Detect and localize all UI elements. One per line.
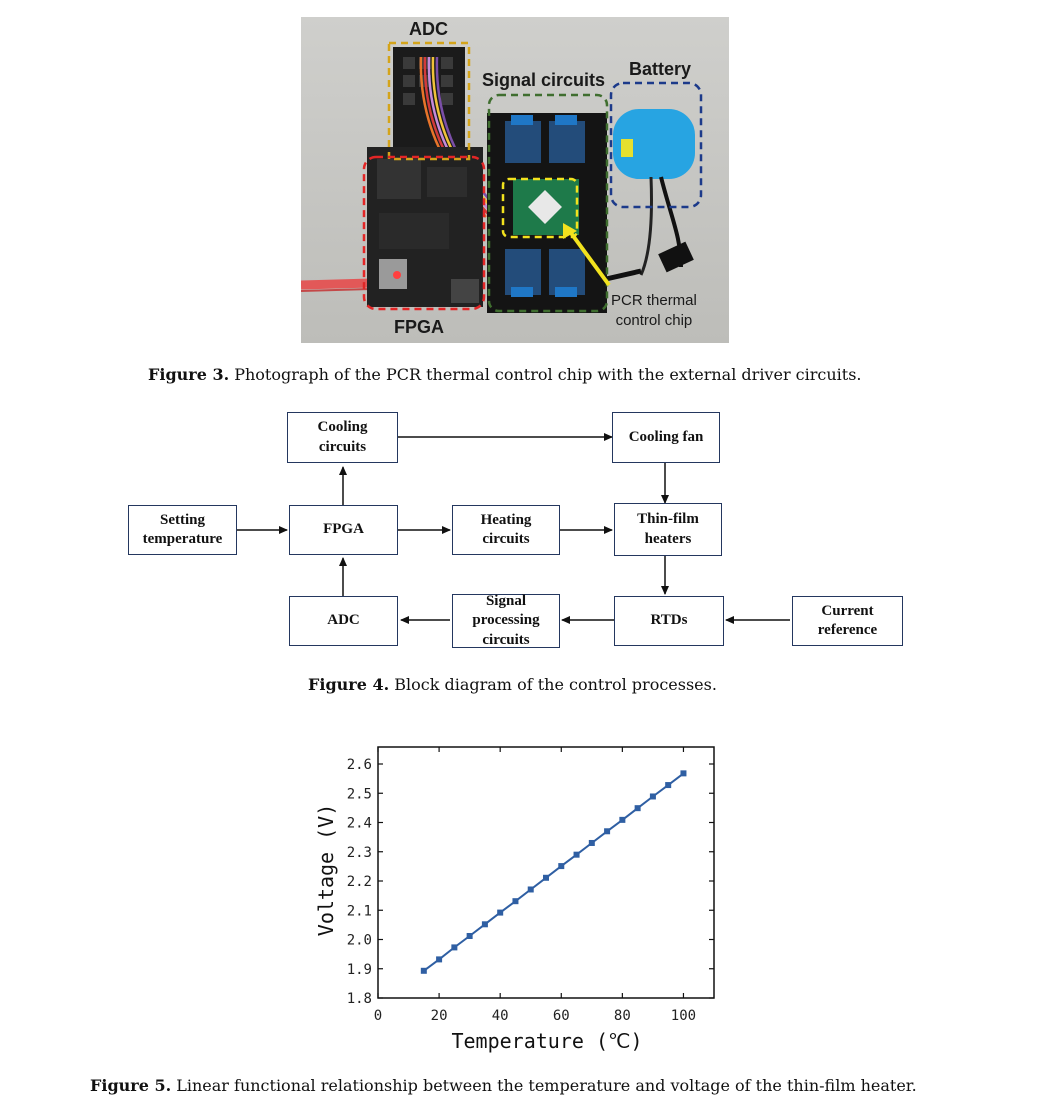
x-tick-label: 20 [431, 1008, 448, 1024]
y-axis: 1.8 1.9 2.0 2.1 2.2 2.3 2.4 2.5 2.6 [347, 757, 714, 1007]
adc-outline [387, 41, 471, 161]
data-point [649, 793, 656, 800]
figure4-caption: Figure 4. Block diagram of the control p… [308, 675, 717, 694]
x-tick-label: 80 [614, 1008, 631, 1024]
photo-illustration [301, 17, 729, 343]
y-tick-label: 2.2 [347, 874, 372, 890]
data-point [527, 886, 534, 893]
pcr-photograph: ADC Signal circuits Battery FPGA PCR the… [301, 17, 729, 343]
y-tick-label: 2.5 [347, 786, 372, 802]
data-point [680, 770, 687, 777]
data-point [436, 956, 443, 963]
data-point [481, 921, 488, 928]
data-point [420, 967, 427, 974]
block-rtds: RTDs [614, 596, 724, 646]
label-signal-circuits: Signal circuits [482, 70, 606, 90]
x-tick-label: 60 [553, 1008, 570, 1024]
battery-outline [609, 81, 703, 209]
data-point [573, 851, 580, 858]
x-axis: 0 20 40 60 80 100 [374, 747, 696, 1024]
data-point [665, 782, 672, 789]
figure5-caption-label: Figure 5. [90, 1076, 172, 1095]
series-points [420, 770, 687, 974]
data-point [619, 816, 626, 823]
block-thin-film-heaters: Thin-film heaters [614, 503, 722, 556]
fpga-outline [362, 155, 486, 311]
x-axis-title: Temperature (℃) [451, 1029, 642, 1053]
data-point [451, 944, 458, 951]
y-tick-label: 1.9 [347, 962, 372, 978]
y-tick-label: 2.4 [347, 816, 372, 832]
data-point [512, 898, 519, 905]
data-point [604, 828, 611, 835]
data-point [558, 863, 565, 870]
figure5-caption-text: Linear functional relationship between t… [171, 1076, 917, 1095]
data-point [497, 909, 504, 916]
data-point [634, 805, 641, 812]
x-tick-label: 100 [671, 1008, 696, 1024]
y-tick-label: 2.1 [347, 903, 372, 919]
block-setting-temperature: Setting temperature [128, 505, 237, 555]
data-point [543, 874, 549, 881]
red-led [393, 271, 401, 279]
data-point [466, 932, 473, 939]
signal-outline [487, 93, 609, 313]
x-tick-label: 0 [374, 1008, 382, 1024]
block-fpga: FPGA [289, 505, 398, 555]
x-tick-label: 40 [492, 1008, 509, 1024]
plot-frame [377, 746, 715, 999]
label-fpga: FPGA [394, 317, 445, 337]
block-current-reference: Current reference [792, 596, 903, 646]
figure3-caption-text: Photograph of the PCR thermal control ch… [229, 365, 862, 384]
y-tick-label: 2.6 [347, 757, 372, 773]
block-signal-processing: Signal processing circuits [452, 593, 560, 648]
battery-pack [613, 109, 695, 179]
y-axis-title: Voltage (V) [314, 804, 338, 936]
figure4-caption-label: Figure 4. [308, 675, 390, 694]
series-line [423, 772, 685, 972]
y-tick-label: 1.8 [347, 991, 372, 1007]
label-adc: ADC [409, 19, 448, 39]
figure3-caption: Figure 3. Photograph of the PCR thermal … [148, 365, 862, 384]
figure5-caption: Figure 5. Linear functional relationship… [90, 1076, 917, 1095]
y-tick-label: 2.0 [347, 933, 372, 949]
label-battery: Battery [629, 59, 692, 79]
block-heating-circuits: Heating circuits [452, 505, 560, 555]
chip-outline [501, 177, 579, 239]
y-tick-label: 2.3 [347, 845, 372, 861]
block-cooling-fan: Cooling fan [612, 412, 720, 463]
label-pcr-chip: PCR thermal control chip [611, 292, 697, 329]
pcr-chip [528, 190, 562, 224]
data-point [588, 839, 595, 846]
block-cooling-circuits: Cooling circuits [287, 412, 398, 463]
figure3-caption-label: Figure 3. [148, 365, 230, 384]
block-adc: ADC [289, 596, 398, 646]
figure4-caption-text: Block diagram of the control processes. [389, 675, 717, 694]
chip-arrow [569, 231, 611, 287]
